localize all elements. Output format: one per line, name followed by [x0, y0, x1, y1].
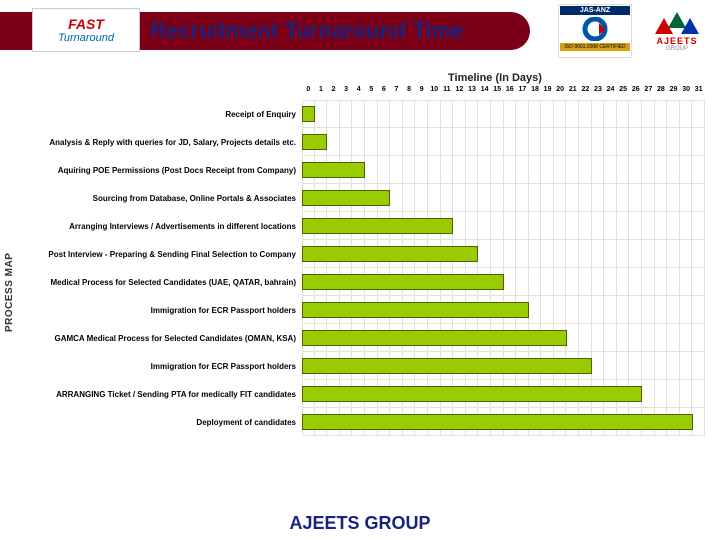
gantt-bar	[302, 302, 529, 317]
row-labels: Receipt of EnquiryAnalysis & Reply with …	[0, 100, 300, 436]
day-col-15: 15	[491, 86, 504, 93]
day-col-30: 30	[680, 86, 693, 93]
day-col-25: 25	[617, 86, 630, 93]
task-label: Arranging Interviews / Advertisements in…	[0, 212, 300, 240]
day-col-7: 7	[390, 86, 403, 93]
page-title: Recruitment Turnaround Time	[150, 18, 463, 44]
day-col-18: 18	[529, 86, 542, 93]
day-col-26: 26	[629, 86, 642, 93]
logo-line2: Turnaround	[58, 32, 114, 44]
gantt-bar	[302, 246, 478, 261]
day-col-17: 17	[516, 86, 529, 93]
ajeets-name: AJEETS	[642, 36, 712, 46]
gantt-bar	[302, 134, 327, 149]
day-col-5: 5	[365, 86, 378, 93]
gantt-bar	[302, 106, 315, 121]
day-col-4: 4	[352, 86, 365, 93]
day-col-13: 13	[466, 86, 479, 93]
task-label: Aquiring POE Permissions (Post Docs Rece…	[0, 156, 300, 184]
day-col-1: 1	[315, 86, 328, 93]
day-col-0: 0	[302, 86, 315, 93]
fast-turnaround-logo: FAST Turnaround	[32, 8, 140, 52]
gantt-bar	[302, 162, 365, 177]
gantt-bar	[302, 274, 504, 289]
day-col-11: 11	[441, 86, 454, 93]
day-col-9: 9	[415, 86, 428, 93]
task-label: Sourcing from Database, Online Portals &…	[0, 184, 300, 212]
day-col-3: 3	[340, 86, 353, 93]
day-col-8: 8	[403, 86, 416, 93]
day-header: 0123456789101112131415161718192021222324…	[302, 86, 705, 93]
day-col-28: 28	[655, 86, 668, 93]
footer-text: AJEETS GROUP	[0, 513, 720, 534]
certification-logo: JAS-ANZ ISO 9001:2008 CERTIFIED	[558, 4, 632, 58]
day-col-24: 24	[604, 86, 617, 93]
task-label: Post Interview - Preparing & Sending Fin…	[0, 240, 300, 268]
day-col-29: 29	[667, 86, 680, 93]
day-col-2: 2	[327, 86, 340, 93]
cert-bottom: ISO 9001:2008 CERTIFIED	[560, 43, 630, 51]
cert-top: JAS-ANZ	[560, 6, 630, 15]
ajeets-logo: AJEETS GROUP	[642, 6, 712, 56]
gantt-bar	[302, 358, 592, 373]
task-label: GAMCA Medical Process for Selected Candi…	[0, 324, 300, 352]
ajeets-triangles-icon	[655, 6, 699, 36]
task-label: Deployment of candidates	[0, 408, 300, 436]
gantt-chart: Timeline (In Days) PROCESS MAP 012345678…	[0, 72, 720, 492]
task-label: Medical Process for Selected Candidates …	[0, 268, 300, 296]
day-col-27: 27	[642, 86, 655, 93]
task-label: Immigration for ECR Passport holders	[0, 352, 300, 380]
task-label: ARRANGING Ticket / Sending PTA for medic…	[0, 380, 300, 408]
gantt-bar	[302, 330, 567, 345]
day-col-31: 31	[692, 86, 705, 93]
timeline-title: Timeline (In Days)	[448, 72, 542, 84]
logo-line1: FAST	[68, 16, 104, 32]
header: FAST Turnaround Recruitment Turnaround T…	[0, 0, 720, 62]
cert-c-icon	[581, 17, 609, 41]
ajeets-sub: GROUP	[642, 46, 712, 52]
day-col-19: 19	[541, 86, 554, 93]
task-label: Immigration for ECR Passport holders	[0, 296, 300, 324]
day-col-6: 6	[378, 86, 391, 93]
day-col-21: 21	[566, 86, 579, 93]
day-col-12: 12	[453, 86, 466, 93]
task-label: Analysis & Reply with queries for JD, Sa…	[0, 128, 300, 156]
day-col-22: 22	[579, 86, 592, 93]
day-col-16: 16	[504, 86, 517, 93]
gantt-bar	[302, 386, 642, 401]
day-col-14: 14	[478, 86, 491, 93]
day-col-10: 10	[428, 86, 441, 93]
gantt-bar	[302, 190, 390, 205]
gantt-bar	[302, 218, 453, 233]
day-col-20: 20	[554, 86, 567, 93]
task-label: Receipt of Enquiry	[0, 100, 300, 128]
gantt-bar	[302, 414, 693, 429]
day-col-23: 23	[592, 86, 605, 93]
